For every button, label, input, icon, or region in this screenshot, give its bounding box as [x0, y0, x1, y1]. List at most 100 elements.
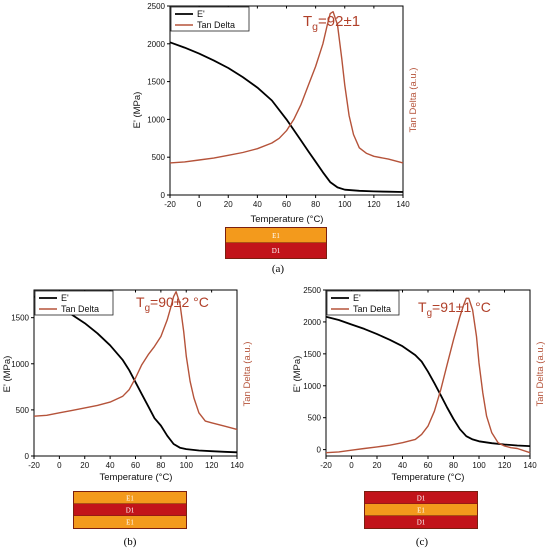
tg-main: T	[136, 294, 145, 310]
x-tick-label: -20	[320, 461, 332, 470]
x-tick-label: -20	[28, 461, 40, 470]
y-tick-label: 1000	[147, 115, 165, 124]
layer-label: E1	[126, 495, 134, 503]
legend-box	[326, 290, 400, 316]
layer-label: D1	[417, 519, 426, 527]
x-tick-label: 100	[472, 461, 486, 470]
tg-rest: =92±1	[318, 13, 360, 30]
y2-axis-title: Tan Delta (a.u.)	[535, 342, 546, 407]
y-tick-label: 1500	[303, 350, 321, 359]
y-axis-title: E' (MPa)	[2, 356, 13, 393]
tg-rest: =91±1 °C	[432, 299, 491, 315]
y-tick-label: 0	[25, 452, 30, 461]
y-tick-label: 2500	[303, 286, 321, 295]
legend-label-tan-delta: Tan Delta	[61, 304, 99, 314]
x-tick-label: 20	[224, 200, 233, 209]
layer-label: E1	[272, 232, 280, 240]
layer-e1	[74, 492, 186, 504]
layer-e1	[74, 516, 186, 528]
y-tick-label: 1500	[147, 78, 165, 87]
legend-box	[170, 6, 250, 32]
layer-e1	[226, 228, 326, 243]
layer-d1	[365, 516, 477, 528]
x-tick-label: 20	[373, 461, 382, 470]
x-tick-label: 120	[498, 461, 512, 470]
y-tick-label: 2500	[147, 2, 165, 11]
tg-annotation: Tg=90±2 °C	[136, 294, 209, 314]
x-tick-label: 100	[338, 200, 352, 209]
y-tick-label: 0	[317, 446, 322, 455]
tg-sub: g	[427, 308, 432, 319]
x-tick-label: 0	[349, 461, 354, 470]
tg-rest: =90±2 °C	[150, 294, 209, 310]
x-axis-title: Temperature (°C)	[251, 214, 324, 225]
layer-label: E1	[417, 507, 425, 515]
y-tick-label: 2000	[303, 318, 321, 327]
layer-label: E1	[126, 519, 134, 527]
x-tick-label: 100	[180, 461, 194, 470]
layer-d1	[226, 243, 326, 258]
x-tick-label: 60	[282, 200, 291, 209]
x-tick-label: 140	[523, 461, 537, 470]
x-tick-label: 60	[424, 461, 433, 470]
legend-label-e-prime: E'	[197, 9, 205, 19]
tan-delta-line	[325, 297, 531, 454]
panel-caption: (b)	[124, 536, 137, 548]
e-prime-line	[33, 295, 238, 454]
x-tick-label: 120	[367, 200, 381, 209]
y2-axis-title: Tan Delta (a.u.)	[408, 68, 419, 133]
x-axis-title: Temperature (°C)	[100, 472, 173, 483]
layer-d1	[365, 492, 477, 504]
chart-panel-c: -20 0 20 40 60 80 100 120 140 0 500 1000 1500 2000 250…	[292, 286, 546, 548]
tg-annotation: Tg=92±1	[303, 13, 360, 33]
legend-label-tan-delta: Tan Delta	[197, 20, 235, 30]
layer-label: D1	[417, 495, 426, 503]
tg-sub: g	[145, 303, 150, 314]
y-tick-label: 500	[152, 153, 166, 162]
x-tick-label: 40	[106, 461, 115, 470]
tg-main: T	[303, 13, 312, 30]
layer-d1	[74, 504, 186, 516]
plot-frame	[169, 5, 404, 196]
panel-caption: (a)	[272, 263, 285, 275]
y-tick-label: 1000	[11, 360, 29, 369]
x-tick-label: 40	[398, 461, 407, 470]
y-tick-label: 1000	[303, 382, 321, 391]
layer-label: D1	[126, 507, 135, 515]
x-tick-label: 60	[131, 461, 140, 470]
y-axis-title: E' (MPa)	[132, 92, 143, 129]
x-tick-label: 20	[80, 461, 89, 470]
x-tick-label: -20	[164, 200, 176, 209]
x-tick-label: 0	[57, 461, 62, 470]
x-tick-label: 120	[205, 461, 219, 470]
tg-sub: g	[312, 21, 318, 33]
legend-label-e-prime: E'	[61, 293, 69, 303]
y-tick-label: 500	[16, 406, 30, 415]
legend-label-e-prime: E'	[353, 293, 361, 303]
tan-delta-line	[33, 291, 238, 431]
tg-main: T	[418, 299, 427, 315]
chart-panel-b: -20 0 20 40 60 80 100 120 140050010001500Tempera…	[2, 289, 253, 548]
e-prime-line	[169, 41, 404, 193]
x-tick-label: 140	[230, 461, 244, 470]
y-tick-label: 500	[308, 414, 322, 423]
layer-e1	[365, 504, 477, 516]
x-tick-label: 80	[156, 461, 165, 470]
y-tick-label: 1500	[11, 314, 29, 323]
x-tick-label: 40	[253, 200, 262, 209]
layer-label: D1	[272, 247, 281, 255]
panel-caption: (c)	[416, 536, 429, 548]
legend-label-tan-delta: Tan Delta	[353, 304, 391, 314]
y-tick-label: 2000	[147, 40, 165, 49]
y-axis-title: E' (MPa)	[292, 356, 303, 393]
chart-panel-a: -20 0 20 40 60 80 100 120 1400500100015002000250…	[132, 2, 419, 275]
legend-box	[34, 290, 114, 316]
tan-delta-line	[169, 10, 404, 164]
y2-axis-title: Tan Delta (a.u.)	[242, 342, 253, 407]
y-tick-label: 0	[161, 191, 166, 200]
x-tick-label: 0	[197, 200, 202, 209]
x-tick-label: 140	[396, 200, 410, 209]
x-tick-label: 80	[449, 461, 458, 470]
x-tick-label: 80	[311, 200, 320, 209]
